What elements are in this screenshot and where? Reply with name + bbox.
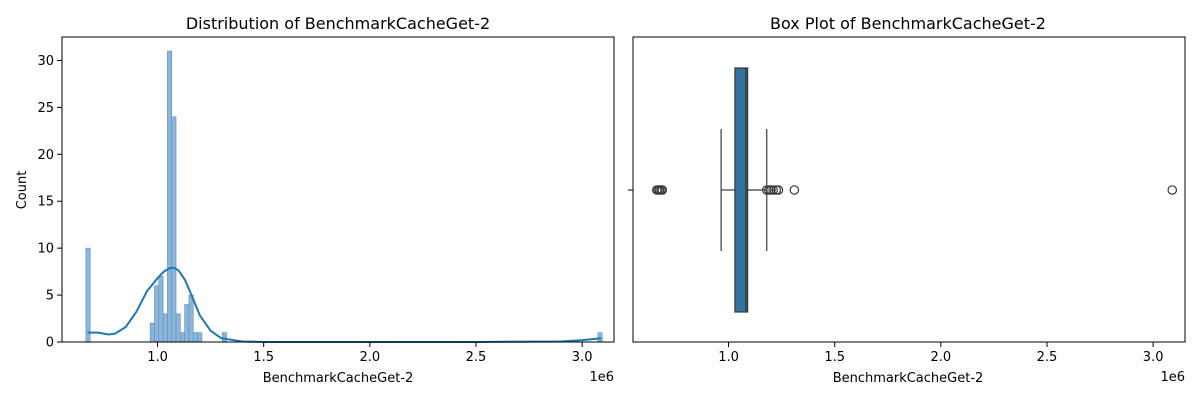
histogram-frame <box>61 36 615 343</box>
histogram-panel: Distribution of BenchmarkCacheGet-2 1.0 1… <box>15 14 615 386</box>
histogram-y-tick-label-4: 20 <box>37 148 54 163</box>
histogram-bar-7 <box>175 313 181 343</box>
boxplot-x-tick-label-3: 2.5 <box>1037 350 1058 365</box>
histogram-bar-0 <box>85 247 91 343</box>
boxplot-x-tick-label-0: 1.0 <box>718 350 739 365</box>
histogram-bar-10 <box>188 294 194 343</box>
histogram-y-label: Count <box>15 171 30 210</box>
histogram-y-tick-label-0: 0 <box>46 336 54 351</box>
histogram-x-ticks: 1.0 1.5 2.0 2.5 3.0 <box>147 342 592 365</box>
histogram-bar-14 <box>597 332 603 343</box>
histogram-bar-13 <box>221 332 227 343</box>
boxplot-outlier-10 <box>773 185 784 195</box>
histogram-bar-5 <box>167 50 173 343</box>
histogram-x-label: BenchmarkCacheGet-2 <box>263 371 414 386</box>
histogram-x-offset: 1e6 <box>589 370 614 385</box>
boxplot-outlier-8 <box>768 185 778 195</box>
histogram-x-tick-label-4: 3.0 <box>572 350 593 365</box>
boxplot-frame <box>632 36 1186 343</box>
boxplot-outlier-12 <box>1167 185 1178 195</box>
histogram-bar-11 <box>192 332 198 343</box>
histogram-y-tick-label-6: 30 <box>37 54 54 69</box>
boxplot-outlier-4 <box>657 185 668 195</box>
boxplot-x-tick-label-4: 3.0 <box>1143 350 1164 365</box>
histogram-x-tick-label-0: 1.0 <box>147 350 168 365</box>
histogram-y-tick-label-5: 25 <box>37 101 54 116</box>
histogram-y-ticks: 0 5 10 15 20 25 30 <box>37 54 62 351</box>
histogram-y-tick-label-2: 10 <box>37 242 54 257</box>
boxplot-title: Box Plot of BenchmarkCacheGet-2 <box>770 14 1046 33</box>
boxplot-panel: Box Plot of BenchmarkCacheGet-2 1.0 1.5 2.… <box>628 14 1186 386</box>
boxplot-x-ticks: 1.0 1.5 2.0 2.5 3.0 <box>718 342 1163 365</box>
histogram-bar-3 <box>158 276 164 343</box>
histogram-y-tick-label-3: 15 <box>37 195 54 210</box>
boxplot-x-tick-label-2: 2.0 <box>931 350 952 365</box>
histogram-bar-2 <box>154 285 160 343</box>
boxplot-marks <box>651 67 1178 313</box>
histogram-title: Distribution of BenchmarkCacheGet-2 <box>186 14 490 33</box>
boxplot-outlier-11 <box>789 185 800 195</box>
histogram-bar-9 <box>184 304 190 343</box>
histogram-x-tick-label-1: 1.5 <box>253 350 274 365</box>
histogram-y-tick-label-1: 5 <box>46 289 54 304</box>
boxplot-x-label: BenchmarkCacheGet-2 <box>833 371 984 386</box>
boxplot-box <box>734 67 749 313</box>
histogram-bar-6 <box>171 116 177 343</box>
histogram-bar-8 <box>180 332 185 343</box>
histogram-bar-1 <box>149 322 155 343</box>
histogram-bar-4 <box>162 313 168 343</box>
histogram-bar-12 <box>197 332 203 343</box>
histogram-x-tick-label-3: 2.5 <box>466 350 487 365</box>
boxplot-x-offset: 1e6 <box>1160 370 1185 385</box>
histogram-x-tick-label-2: 2.0 <box>360 350 381 365</box>
histogram-bars <box>85 50 603 343</box>
boxplot-x-tick-label-1: 1.5 <box>824 350 845 365</box>
